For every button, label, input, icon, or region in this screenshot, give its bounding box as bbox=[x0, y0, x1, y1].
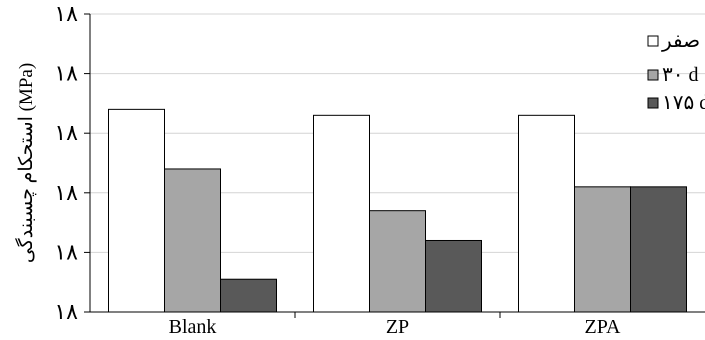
legend-swatch bbox=[647, 69, 659, 81]
bar bbox=[518, 114, 575, 313]
y-axis-label: استحکام چسبندگی (MPa) bbox=[14, 63, 37, 263]
bar bbox=[313, 114, 370, 313]
y-tick-label: ۱۸ bbox=[54, 120, 78, 145]
legend-label: صفر d bbox=[661, 30, 705, 52]
bar bbox=[574, 186, 631, 313]
x-tick-label: ZP bbox=[386, 316, 409, 338]
bar bbox=[425, 239, 482, 313]
bars bbox=[108, 108, 687, 313]
bar bbox=[369, 210, 426, 313]
x-tick-label: Blank bbox=[169, 316, 217, 338]
y-tick-label: ۱۸ bbox=[54, 61, 78, 86]
bar bbox=[630, 186, 687, 313]
bar bbox=[108, 108, 165, 313]
y-tick-label: ۱۸ bbox=[54, 1, 78, 26]
legend-swatch bbox=[647, 35, 659, 47]
legend-label: ۱۷۵ d bbox=[662, 92, 705, 114]
x-tick-label: ZPA bbox=[585, 316, 622, 338]
x-ticks: Blank ZP ZPA bbox=[169, 312, 621, 338]
legend-label: ۳۰ d bbox=[662, 64, 698, 86]
legend: صفر d ۳۰ d ۱۷۵ d bbox=[647, 30, 705, 114]
bar bbox=[164, 168, 221, 313]
y-ticks: ۱۸ ۱۸ ۱۸ ۱۸ ۱۸ ۱۸ bbox=[54, 1, 90, 324]
y-tick-label: ۱۸ bbox=[54, 239, 78, 264]
legend-swatch bbox=[647, 97, 659, 109]
y-tick-label: ۱۸ bbox=[54, 299, 78, 324]
y-tick-label: ۱۸ bbox=[54, 180, 78, 205]
bar bbox=[220, 278, 277, 313]
